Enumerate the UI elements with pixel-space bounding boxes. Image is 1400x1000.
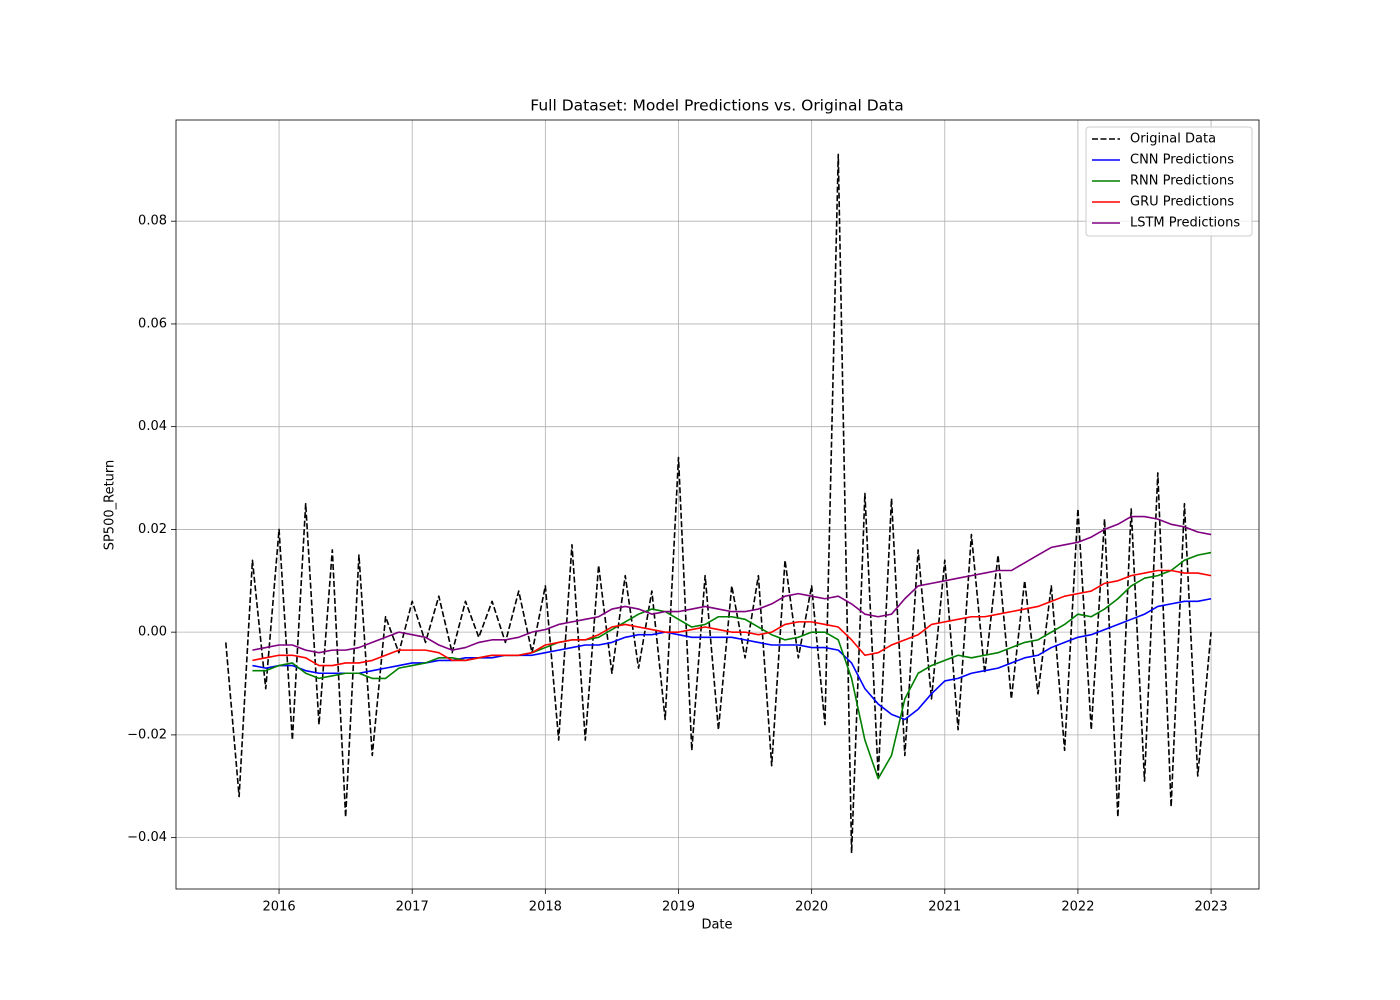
- legend-box: [1085, 126, 1253, 237]
- series-line: [225, 153, 1212, 854]
- legend-label: CNN Predictions: [1130, 153, 1234, 168]
- series-line: [252, 597, 1212, 721]
- y-tick-label: 0.00: [138, 625, 167, 640]
- chart-title: Full Dataset: Model Predictions vs. Orig…: [530, 97, 903, 115]
- y-tick-label: −0.02: [127, 727, 167, 742]
- y-tick-label: 0.08: [138, 214, 167, 229]
- y-axis-label: SP500_Return: [103, 460, 118, 551]
- series-line: [252, 569, 1212, 667]
- legend-label: Original Data: [1130, 132, 1216, 147]
- plot-frame: [175, 119, 1260, 890]
- legend-label: RNN Predictions: [1130, 174, 1234, 189]
- y-tick-label: 0.04: [138, 419, 167, 434]
- x-axis-label: Date: [701, 918, 732, 933]
- x-tick-label: 2018: [529, 900, 562, 915]
- y-tick-label: −0.04: [127, 830, 167, 845]
- legend-label: LSTM Predictions: [1130, 216, 1240, 231]
- legend: Original Data CNN Predictions RNN Predicti…: [1085, 126, 1253, 237]
- y-tick-label: 0.06: [138, 316, 167, 331]
- x-tick-label: 2016: [263, 900, 296, 915]
- x-tick-label: 2017: [396, 900, 429, 915]
- x-tick-label: 2021: [928, 900, 961, 915]
- series-line: [252, 515, 1212, 654]
- y-tick-label: 0.02: [138, 522, 167, 537]
- x-tick-label: 2023: [1195, 900, 1228, 915]
- x-tick-label: 2020: [795, 900, 828, 915]
- x-tick-label: 2022: [1061, 900, 1094, 915]
- legend-label: GRU Predictions: [1130, 195, 1234, 210]
- x-tick-label: 2019: [662, 900, 695, 915]
- series-line: [252, 551, 1212, 780]
